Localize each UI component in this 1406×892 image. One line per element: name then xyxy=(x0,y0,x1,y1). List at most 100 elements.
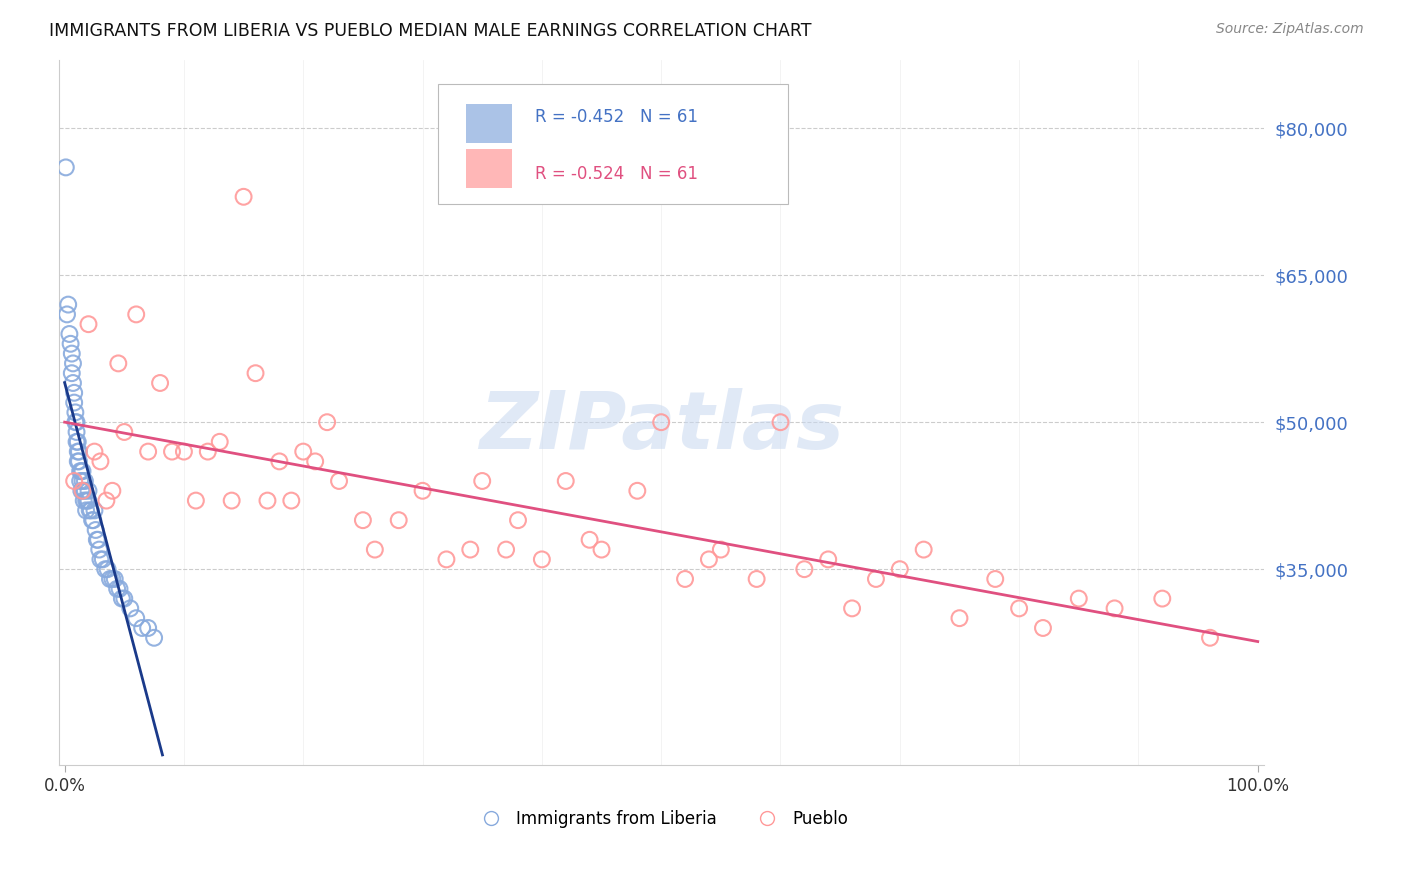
Point xyxy=(412,483,434,498)
Point xyxy=(84,523,107,537)
Point xyxy=(984,572,1007,586)
Point xyxy=(1104,601,1126,615)
Point xyxy=(72,474,94,488)
Point xyxy=(388,513,411,527)
Point xyxy=(841,601,863,615)
Point xyxy=(1067,591,1090,606)
Text: ZIPatlas: ZIPatlas xyxy=(478,387,844,466)
Point xyxy=(111,591,134,606)
Point xyxy=(59,336,82,351)
Point xyxy=(65,415,87,429)
Point xyxy=(197,444,219,458)
Legend: Immigrants from Liberia, Pueblo: Immigrants from Liberia, Pueblo xyxy=(468,803,855,834)
Point xyxy=(626,483,648,498)
Point xyxy=(67,454,90,468)
Point xyxy=(948,611,970,625)
Point xyxy=(72,464,94,478)
Point xyxy=(112,425,135,439)
Point xyxy=(697,552,720,566)
Text: IMMIGRANTS FROM LIBERIA VS PUEBLO MEDIAN MALE EARNINGS CORRELATION CHART: IMMIGRANTS FROM LIBERIA VS PUEBLO MEDIAN… xyxy=(49,22,811,40)
FancyBboxPatch shape xyxy=(465,104,512,143)
Point xyxy=(107,356,129,370)
Point xyxy=(58,326,80,341)
Point xyxy=(673,572,696,586)
Point xyxy=(120,601,142,615)
Point xyxy=(63,395,86,409)
Point xyxy=(710,542,733,557)
Point xyxy=(149,376,172,390)
Point xyxy=(269,454,291,468)
Point xyxy=(1152,591,1174,606)
Point xyxy=(650,415,672,429)
Point xyxy=(83,444,105,458)
Point xyxy=(80,503,103,517)
Point xyxy=(316,415,339,429)
Point xyxy=(280,493,302,508)
Point xyxy=(745,572,768,586)
Point xyxy=(65,425,87,439)
Point xyxy=(89,552,111,566)
Point xyxy=(131,621,153,635)
Point xyxy=(1199,631,1222,645)
Text: Source: ZipAtlas.com: Source: ZipAtlas.com xyxy=(1216,22,1364,37)
Point xyxy=(73,493,96,508)
Point xyxy=(62,376,84,390)
Point xyxy=(125,611,148,625)
Point xyxy=(69,464,91,478)
Point xyxy=(63,385,86,400)
Point xyxy=(105,582,128,596)
Point xyxy=(73,474,96,488)
Point xyxy=(530,552,553,566)
Point xyxy=(82,513,104,527)
Point xyxy=(184,493,207,508)
Point xyxy=(101,483,124,498)
Point xyxy=(73,483,96,498)
Point xyxy=(72,483,94,498)
Point xyxy=(506,513,529,527)
Point xyxy=(65,434,87,449)
Point xyxy=(94,562,117,576)
Point xyxy=(89,542,111,557)
Point xyxy=(136,621,159,635)
Point xyxy=(66,454,89,468)
Point xyxy=(76,493,98,508)
Point xyxy=(66,434,89,449)
Point xyxy=(80,513,103,527)
Point xyxy=(101,572,124,586)
Point xyxy=(89,454,111,468)
Point xyxy=(328,474,350,488)
Point xyxy=(817,552,839,566)
Point xyxy=(136,444,159,458)
Point xyxy=(1032,621,1054,635)
FancyBboxPatch shape xyxy=(465,149,512,188)
Point xyxy=(793,562,815,576)
Point xyxy=(65,415,87,429)
Point xyxy=(112,591,135,606)
Point xyxy=(79,503,101,517)
Point xyxy=(70,464,93,478)
Point xyxy=(63,474,86,488)
Point xyxy=(173,444,195,458)
Point xyxy=(292,444,315,458)
Point xyxy=(97,562,120,576)
Point xyxy=(87,533,110,547)
Text: R = -0.452   N = 61: R = -0.452 N = 61 xyxy=(534,109,697,127)
Point xyxy=(83,503,105,517)
Point xyxy=(471,474,494,488)
Point xyxy=(458,542,481,557)
Point xyxy=(865,572,887,586)
Point xyxy=(1008,601,1031,615)
Point xyxy=(65,405,87,419)
Point xyxy=(98,572,121,586)
Point xyxy=(221,493,243,508)
Point xyxy=(436,552,458,566)
Point xyxy=(245,366,267,380)
Point xyxy=(208,434,231,449)
Point xyxy=(495,542,517,557)
Point xyxy=(60,366,83,380)
Point xyxy=(91,552,114,566)
Point xyxy=(554,474,576,488)
Point xyxy=(56,307,79,321)
Point xyxy=(73,483,96,498)
Point xyxy=(66,444,89,458)
